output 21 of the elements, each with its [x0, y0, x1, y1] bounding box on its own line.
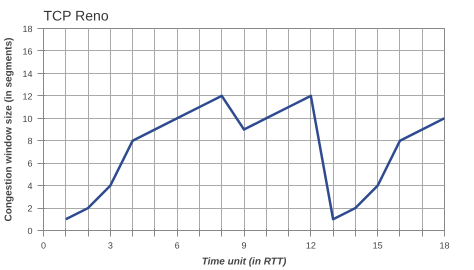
y-tick-label: 18	[22, 24, 33, 34]
y-tick-label: 10	[22, 114, 33, 124]
y-tick-label: 0	[27, 226, 33, 236]
chart-title: TCP Reno	[44, 8, 109, 24]
y-tick-label: 2	[27, 204, 33, 214]
y-tick-label: 4	[27, 181, 33, 192]
y-tick-label: 12	[22, 91, 33, 102]
x-tick-label: 9	[241, 240, 247, 250]
y-tick-label: 14	[22, 68, 33, 79]
y-axis-title: Congestion window size (in segments)	[3, 38, 14, 222]
y-tick-label: 8	[27, 136, 33, 146]
line-series	[64, 94, 444, 221]
x-tick-label: 12	[306, 240, 316, 250]
x-tick-label: 15	[372, 240, 383, 250]
x-tick-label: 18	[439, 240, 450, 250]
y-tick-label: 6	[27, 158, 33, 169]
x-tick-label: 6	[174, 240, 180, 250]
x-tick-label: 3	[108, 240, 113, 250]
x-axis-title: Time unit (in RTT)	[202, 256, 287, 268]
y-tick-label: 16	[22, 46, 33, 56]
x-tick-label: 0	[40, 240, 46, 250]
